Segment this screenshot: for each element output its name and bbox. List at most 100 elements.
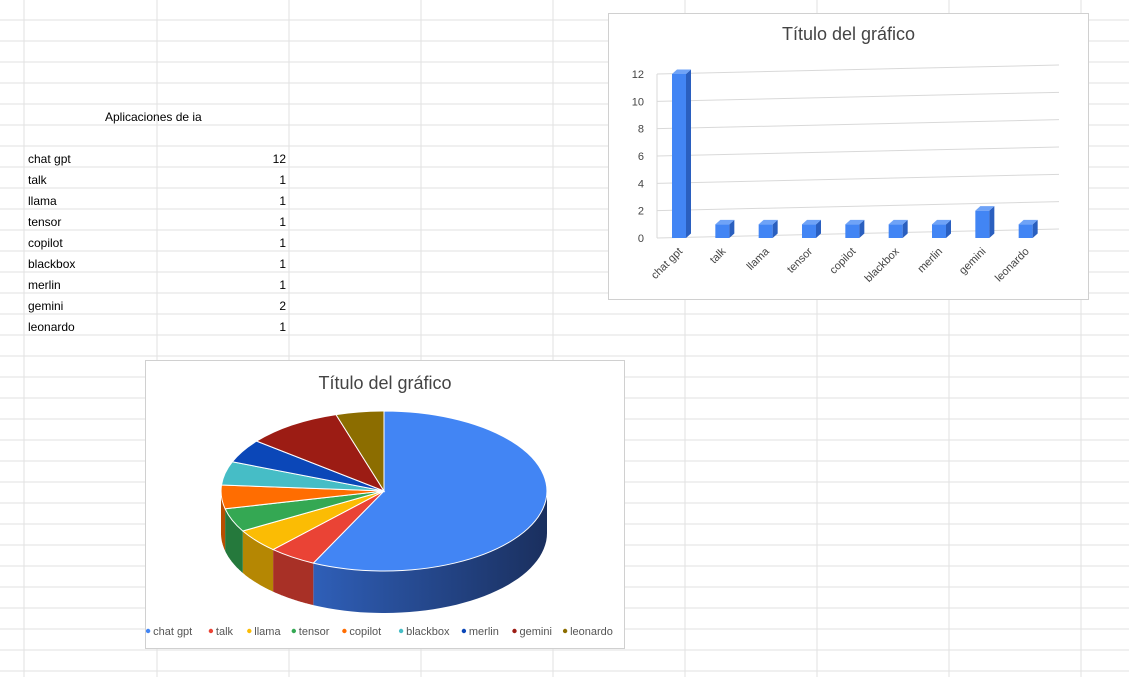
pie-slice-side-tensor	[225, 508, 243, 573]
bar-side	[1032, 219, 1038, 238]
cell-app-name[interactable]: tensor	[28, 215, 62, 229]
pie-legend-label: tensor	[299, 626, 330, 638]
cell-app-value[interactable]: 1	[279, 257, 286, 271]
bar-side	[686, 69, 691, 238]
legend-dot-icon	[146, 628, 151, 634]
pie-slice-side-chat-gpt	[313, 491, 547, 613]
bar-top	[932, 219, 951, 225]
bar-front	[715, 224, 730, 238]
bar-front	[975, 210, 990, 238]
bar-chart-plot: 0 2 4 6 8 10 12 chat gpt talk llama tensor copilot b…	[632, 64, 1060, 285]
pie-legend-item: blackbox	[398, 626, 450, 638]
legend-dot-icon	[247, 628, 252, 634]
bar-side	[816, 219, 821, 238]
pie-legend-item: copilot	[342, 626, 381, 638]
cell-app-value[interactable]: 1	[279, 278, 286, 292]
bar-top	[758, 219, 778, 225]
bar-gemini	[975, 206, 995, 238]
pie-legend-label: blackbox	[406, 626, 450, 638]
pie-chart-title: Título del gráfico	[318, 373, 452, 393]
pie-legend-item: leonardo	[562, 626, 613, 638]
bar-top	[888, 219, 908, 225]
pie-chart-plot: chat gpt talk llama tensor copilot blackbox me…	[146, 410, 613, 638]
bar-y-tick-label: 2	[638, 206, 644, 218]
bar-gridline	[656, 91, 1060, 102]
pie-slice-gemini	[255, 414, 386, 493]
legend-dot-icon	[461, 628, 467, 634]
pie-legend-item: chat gpt	[146, 626, 192, 638]
bar-y-tick-label: 12	[632, 69, 644, 81]
cell-app-value[interactable]: 12	[272, 152, 286, 166]
legend-dot-icon	[562, 628, 568, 634]
pie-legend-item: merlin	[461, 626, 499, 638]
bar-front	[802, 224, 816, 238]
bar-x-tick-label: llama	[745, 245, 773, 273]
cell-app-name[interactable]: copilot	[28, 236, 63, 250]
table-header-label[interactable]: Aplicaciones de ia	[105, 110, 202, 124]
pie-slice-chat-gpt	[312, 410, 548, 572]
bar-gridline	[656, 119, 1060, 130]
bar-side	[772, 219, 778, 238]
bar-y-tick-label: 6	[638, 151, 644, 163]
bar-copilot	[845, 219, 865, 238]
bar-front	[888, 224, 903, 238]
bar-llama	[758, 219, 778, 238]
pie-legend-label: llama	[254, 626, 281, 638]
cell-app-name[interactable]: llama	[28, 194, 57, 208]
bar-merlin	[932, 219, 951, 238]
bar-y-tick-label: 4	[638, 178, 644, 190]
cell-app-value[interactable]: 1	[279, 173, 286, 187]
cell-app-value[interactable]: 1	[279, 236, 286, 250]
bar-chat-gpt	[672, 69, 691, 238]
cell-app-value[interactable]: 1	[279, 215, 286, 229]
pie-legend-label: gemini	[520, 626, 552, 638]
bar-gridline	[656, 146, 1060, 157]
bar-talk	[715, 219, 735, 238]
bar-x-tick-label: copilot	[827, 246, 858, 277]
pie-slice-leonardo	[335, 410, 385, 493]
bar-x-tick-label: tensor	[785, 245, 815, 275]
cell-app-name[interactable]: leonardo	[28, 320, 75, 334]
bar-front	[672, 74, 686, 238]
pie-slice-side-copilot	[221, 491, 226, 551]
bar-top	[845, 219, 865, 225]
pie-legend-label: leonardo	[570, 626, 613, 638]
bar-tensor	[802, 219, 821, 238]
pie-legend-item: gemini	[512, 626, 552, 638]
cell-app-name[interactable]: talk	[28, 173, 47, 187]
legend-dot-icon	[342, 628, 347, 634]
pie-slice-side-talk	[273, 549, 314, 606]
pie-legend-label: chat gpt	[153, 626, 192, 638]
bar-front	[845, 224, 860, 238]
bar-gridline	[656, 173, 1060, 184]
bar-top	[715, 219, 735, 225]
pie-legend-label: merlin	[469, 626, 499, 638]
bar-top	[802, 219, 821, 225]
cell-app-value[interactable]: 2	[279, 299, 286, 313]
bar-side	[729, 219, 735, 238]
cell-app-value[interactable]: 1	[279, 320, 286, 334]
pie-legend-label: copilot	[349, 626, 381, 638]
bar-gridline	[656, 201, 1060, 212]
bar-front	[758, 224, 773, 238]
pie-legend-item: tensor	[291, 626, 330, 638]
bar-x-tick-label: chat gpt	[649, 246, 685, 282]
bar-leonardo	[1018, 219, 1038, 238]
pie-legend-label: talk	[216, 626, 234, 638]
bar-chart-title: Título del gráfico	[781, 24, 916, 44]
legend-dot-icon	[398, 628, 404, 634]
bar-chart[interactable]: Título del gráfico 0 2 4 6 8 10 12 chat gpt talk…	[608, 13, 1089, 300]
cell-app-name[interactable]: gemini	[28, 299, 64, 313]
bar-front	[932, 224, 946, 238]
cell-app-name[interactable]: chat gpt	[28, 152, 71, 166]
bar-side	[902, 219, 908, 238]
pie-legend-item: talk	[208, 626, 234, 638]
pie-chart[interactable]: Título del gráfico chat gpt talk llama tens…	[145, 360, 625, 649]
pie-legend-item: llama	[247, 626, 281, 638]
cell-app-value[interactable]: 1	[279, 194, 286, 208]
bar-y-tick-label: 0	[638, 233, 644, 245]
cell-app-name[interactable]: merlin	[28, 278, 61, 292]
bar-side	[946, 219, 951, 238]
cell-app-name[interactable]: blackbox	[28, 257, 76, 271]
bar-front	[1018, 224, 1033, 238]
